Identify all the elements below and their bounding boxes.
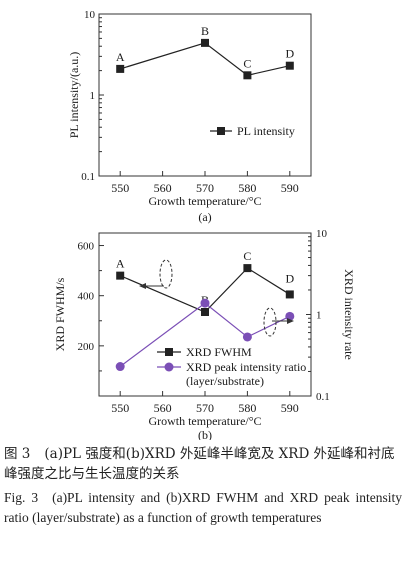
panel-a-point-label: A bbox=[116, 50, 125, 64]
panel-b-xtick-label: 550 bbox=[111, 401, 129, 415]
panel-a-ylabel: PL intensity/(a.u.) bbox=[67, 52, 81, 139]
caption-zh-text: (a)PL 强度和(b)XRD 外延峰半峰宽及 XRD 外延峰和衬底峰强度之比与… bbox=[4, 446, 395, 482]
panel-a-ytick-label: 0.1 bbox=[81, 171, 95, 183]
pl-intensity-point bbox=[116, 64, 125, 73]
panel-a-xtick-label: 560 bbox=[154, 181, 172, 195]
panel-a-xtick-label: 570 bbox=[196, 181, 214, 195]
ratio-axis-arrowhead bbox=[287, 318, 294, 324]
panel-b-label: (b) bbox=[198, 428, 212, 440]
pl-intensity-point bbox=[201, 38, 209, 47]
panel-b-ytick-left-label: 200 bbox=[78, 341, 95, 353]
xrd-fwhm-point bbox=[243, 264, 252, 273]
xrd-ratio-point bbox=[200, 298, 210, 308]
panel-a-ytick-label: 10 bbox=[84, 9, 96, 21]
panel-a-ytick-label: 1 bbox=[90, 90, 96, 102]
caption-english: Fig. 3 (a)PL intensity and (b)XRD FWHM an… bbox=[4, 488, 402, 528]
panel-b-legend-marker-fwhm bbox=[165, 348, 173, 356]
panel-b-ytick-right-label: 0.1 bbox=[316, 391, 330, 403]
panel-b-xtick-label: 570 bbox=[196, 401, 214, 415]
panel-b-legend-text-fwhm: XRD FWHM bbox=[186, 345, 252, 359]
panel-a-point-label: D bbox=[285, 47, 294, 61]
panel-a-xtick-label: 590 bbox=[281, 181, 299, 195]
xrd-fwhm-point bbox=[201, 307, 209, 316]
pl-intensity-line bbox=[120, 42, 290, 76]
xrd-ratio-point bbox=[242, 332, 252, 342]
xrd-fwhm-point bbox=[285, 290, 294, 299]
panel-a-xtick-label: 580 bbox=[238, 181, 256, 195]
ratio-axis-indicator-ellipse bbox=[263, 307, 277, 337]
caption-chinese: 图 3 (a)PL 强度和(b)XRD 外延峰半峰宽及 XRD 外延峰和衬底峰强度… bbox=[4, 444, 402, 484]
panel-b-xtick-label: 580 bbox=[238, 401, 256, 415]
panel-b-xtick-label: 560 bbox=[154, 401, 172, 415]
fwhm-axis-arrowhead bbox=[139, 283, 146, 289]
panel-b-legend-text-ratio: XRD peak intensity ratio (layer/substrate… bbox=[186, 360, 306, 388]
panel-b-ytick-left-label: 600 bbox=[78, 241, 95, 253]
caption-en-text: (a)PL intensity and (b)XRD FWHM and XRD … bbox=[4, 490, 403, 525]
panel-a-legend-text: PL intensity bbox=[237, 124, 295, 138]
caption-en-number: Fig. 3 bbox=[4, 490, 39, 505]
panel-b-xlabel: Growth temperature/°C bbox=[148, 414, 261, 428]
xrd-ratio-line bbox=[119, 302, 291, 367]
panel-b-ytick-right-label: 1 bbox=[316, 310, 322, 322]
xrd-fwhm-point bbox=[116, 271, 125, 280]
panel-b-legend-marker-ratio bbox=[164, 362, 174, 372]
panel-a-point-label: C bbox=[243, 56, 251, 70]
xrd-fwhm-line bbox=[119, 267, 291, 313]
panel-b-xtick-label: 590 bbox=[281, 401, 299, 415]
panel-a-xtick-label: 550 bbox=[111, 181, 129, 195]
panel-b-ylabel-left: XRD FWHM/s bbox=[53, 277, 67, 351]
panel-b-ylabel-right: XRD intensity rate bbox=[342, 269, 356, 360]
panel-a-frame bbox=[98, 13, 312, 177]
panel-a-point-label: B bbox=[201, 24, 209, 38]
figure: 550 560 570 580 590 0.1 1 10 Growth temperature/… bbox=[53, 9, 356, 440]
panel-a-xlabel: Growth temperature/°C bbox=[148, 194, 261, 208]
panel-b-ytick-right-label: 10 bbox=[316, 228, 328, 240]
xrd-ratio-point bbox=[115, 362, 125, 372]
pl-intensity-point bbox=[243, 71, 252, 80]
panel-a-legend-marker bbox=[217, 127, 225, 135]
caption-zh-number: 图 3 bbox=[4, 446, 31, 462]
panel-b-point-label: C bbox=[243, 249, 251, 263]
panel-b-ytick-left-label: 400 bbox=[78, 291, 95, 303]
fwhm-axis-indicator-ellipse bbox=[159, 259, 173, 289]
panel-b-point-label: A bbox=[116, 257, 125, 271]
panel-b-point-label: D bbox=[285, 271, 294, 285]
pl-intensity-point bbox=[285, 61, 294, 70]
panel-a-label: (a) bbox=[198, 210, 211, 224]
